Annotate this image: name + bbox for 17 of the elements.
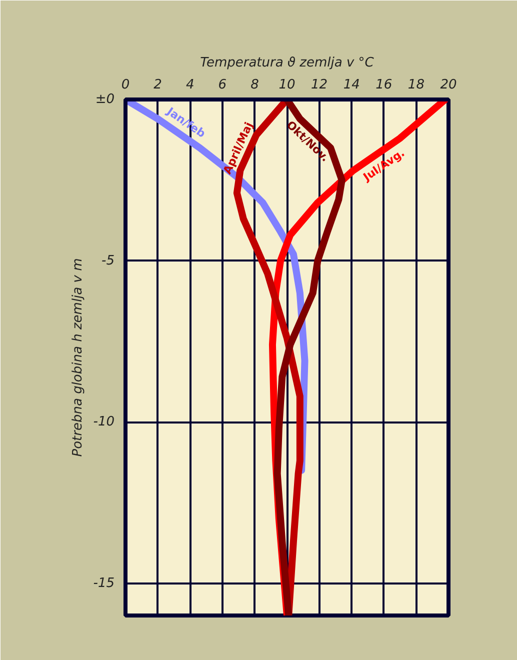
x-tick-label: 6 — [218, 78, 227, 92]
y-tick-label: -15 — [93, 576, 114, 591]
y-axis-title: Potrebna globina h zemlja v m — [70, 258, 86, 457]
y-tick-label: -5 — [102, 253, 115, 268]
x-tick-label: 2 — [154, 78, 162, 92]
x-tick-label: 0 — [121, 78, 130, 92]
y-tick-label: ±0 — [95, 92, 115, 107]
y-tick-label: -10 — [93, 414, 114, 430]
x-tick-label: 4 — [186, 78, 194, 92]
x-tick-label: 8 — [250, 78, 259, 92]
x-tick-label: 14 — [343, 78, 360, 92]
x-axis-title: Temperatura ϑ zemlja v °C — [200, 56, 375, 70]
x-tick-label: 16 — [376, 78, 392, 92]
x-tick-label: 18 — [408, 78, 424, 92]
x-tick-label: 12 — [311, 78, 328, 92]
x-tick-label: 10 — [278, 78, 296, 92]
x-tick-label: 20 — [440, 78, 457, 92]
